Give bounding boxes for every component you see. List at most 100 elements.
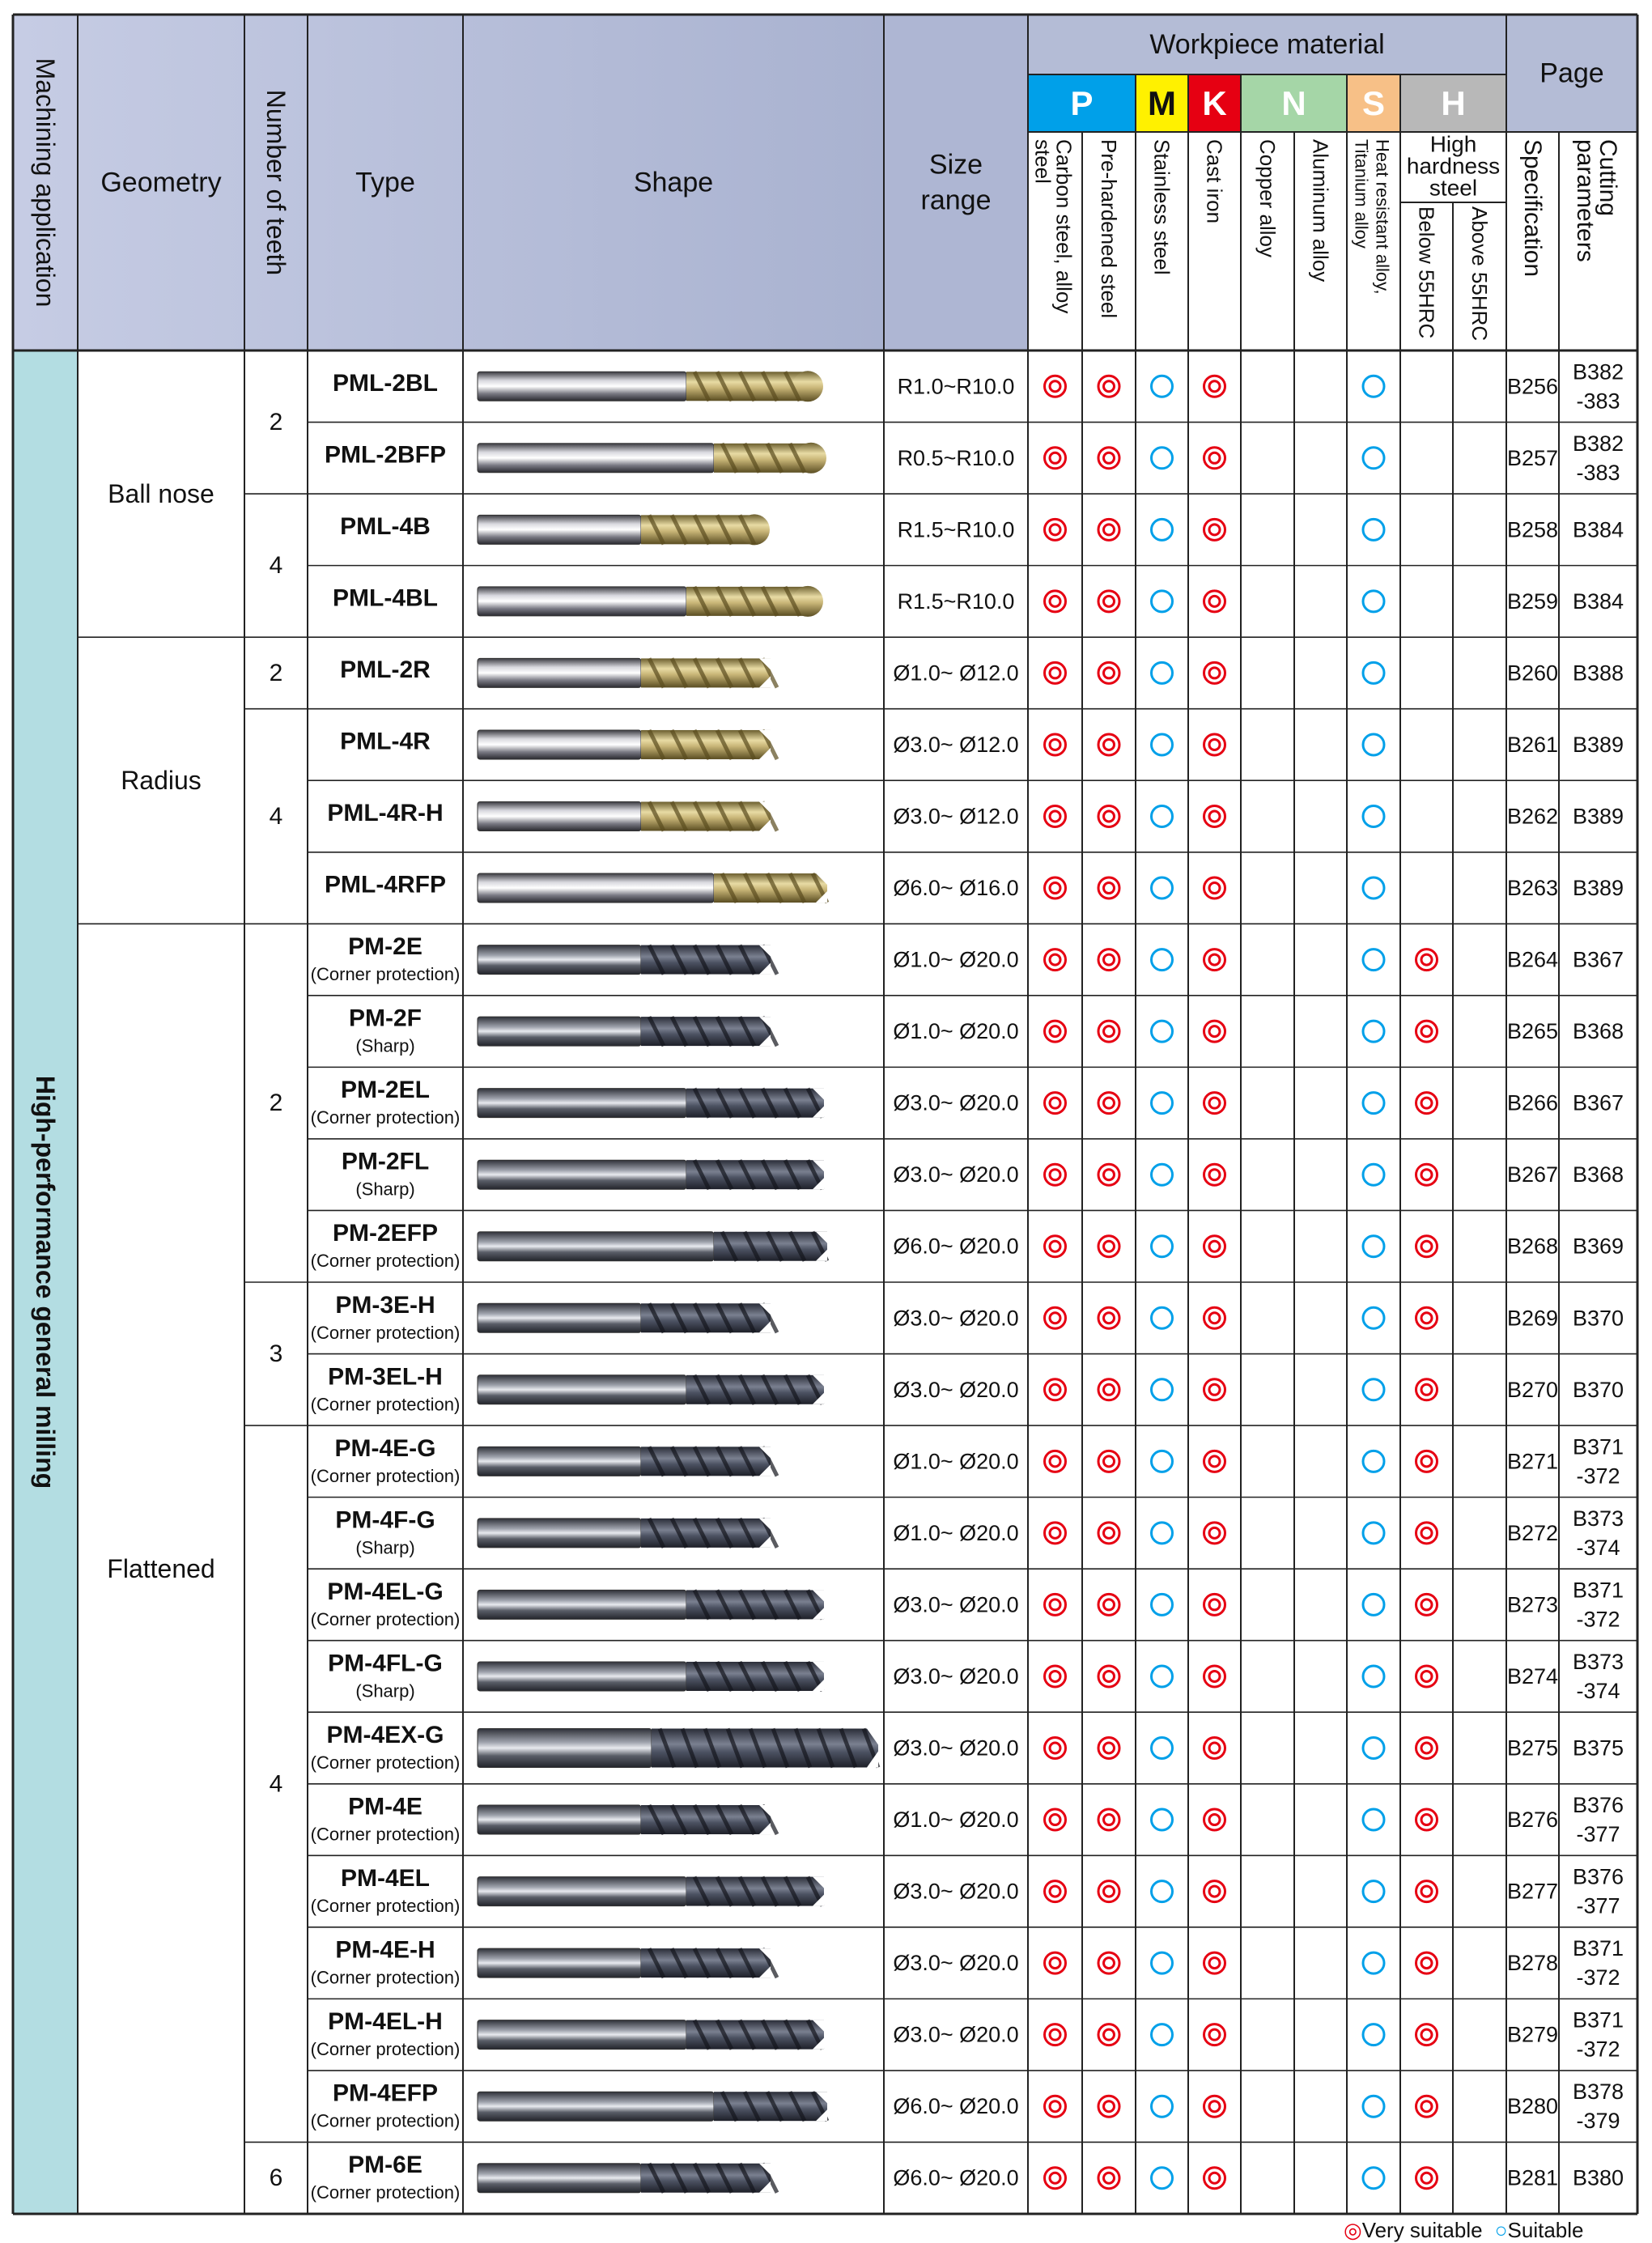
very-suitable-icon-inner	[1102, 1598, 1115, 1612]
tool-helix	[669, 2162, 689, 2194]
tool-image	[477, 1016, 779, 1047]
very-suitable-icon	[1043, 1306, 1067, 1330]
tool-helix	[783, 371, 802, 402]
tool-helix	[692, 1660, 711, 1693]
very-suitable-icon	[1415, 1521, 1438, 1545]
tool-helix	[760, 1660, 779, 1693]
tool-helix	[737, 585, 757, 618]
tool-helix	[715, 801, 734, 832]
size-range: Ø3.0~ Ø20.0	[893, 1736, 1018, 1761]
tool-type: PM-4EL-G	[327, 1578, 443, 1605]
page-cutting-parameters: -383	[1576, 461, 1620, 485]
tool-helix	[647, 2162, 666, 2194]
very-suitable-icon-inner	[1208, 1096, 1221, 1110]
iso-band-h	[1400, 74, 1506, 132]
page-cutting-parameters: B367	[1573, 948, 1624, 972]
tool-helix	[715, 2162, 734, 2194]
tool-shank	[477, 1518, 642, 1548]
suitable-icon	[1361, 1880, 1386, 1904]
page-specification: B281	[1507, 2166, 1558, 2190]
tool-helix	[742, 1230, 762, 1262]
page-specification: B260	[1507, 661, 1558, 685]
page-cutting-parameters: B375	[1573, 1736, 1624, 1761]
page-specification: B279	[1507, 2023, 1558, 2047]
size-range: Ø1.0~ Ø12.0	[893, 661, 1018, 685]
tool-type-note: (Sharp)	[355, 1036, 414, 1056]
tool-type: PM-4E-H	[335, 1937, 435, 1964]
tool-tip-notch	[813, 2037, 824, 2050]
teeth-count: 6	[270, 2164, 283, 2191]
very-suitable-icon-inner	[1208, 1239, 1221, 1253]
very-suitable-icon-inner	[1102, 594, 1115, 608]
page-specification: B270	[1507, 1378, 1558, 1402]
tool-tip-notch	[816, 1231, 827, 1243]
tool-tip-notch	[813, 1106, 824, 1118]
suitable-icon	[1150, 1808, 1174, 1832]
tool-helix	[715, 657, 734, 689]
tool-type: PM-2EFP	[333, 1220, 438, 1247]
tool-helix	[760, 1087, 779, 1119]
suitable-icon	[1361, 589, 1386, 614]
very-suitable-icon	[1415, 2094, 1438, 2118]
tool-tip-notch	[759, 1017, 771, 1029]
teeth-count: 2	[270, 1090, 283, 1116]
very-suitable-icon	[1043, 1162, 1067, 1187]
iso-band-k	[1188, 74, 1241, 132]
suitable-icon	[1150, 1449, 1174, 1473]
very-suitable-icon	[1203, 661, 1226, 685]
very-suitable-icon-inner	[1102, 953, 1115, 966]
tool-type: PM-2FL	[342, 1149, 429, 1175]
very-suitable-icon-inner	[1208, 953, 1221, 966]
tool-type-note: (Corner protection)	[311, 1107, 461, 1128]
size-range: Ø6.0~ Ø20.0	[893, 2094, 1018, 2118]
very-suitable-icon-inner	[1208, 737, 1221, 751]
very-suitable-icon	[1203, 1306, 1226, 1330]
very-suitable-icon	[1203, 1664, 1226, 1689]
page-cutting-parameters: B380	[1573, 2166, 1624, 2190]
tool-helix	[771, 1727, 790, 1769]
header-material-name: Pre-hardened steel	[1097, 139, 1121, 318]
page-cutting-parameters: B388	[1573, 661, 1624, 685]
tool-tip-notch	[759, 1805, 771, 1817]
very-suitable-icon	[1415, 1951, 1438, 1975]
tool-shank	[477, 2163, 642, 2194]
size-range: Ø3.0~ Ø20.0	[893, 1378, 1018, 1402]
tool-helix	[760, 2019, 779, 2050]
page-cutting-parameters: B373	[1573, 1650, 1624, 1674]
teeth-count: 2	[270, 409, 283, 435]
tool-helix	[669, 1016, 689, 1047]
very-suitable-icon-inner	[1208, 380, 1221, 393]
suitable-icon	[1361, 1019, 1386, 1043]
tool-helix	[720, 2091, 739, 2122]
tool-helix	[737, 1876, 757, 1907]
very-suitable-icon	[1097, 1736, 1121, 1760]
tool-type-note: (Corner protection)	[311, 1968, 461, 1988]
very-suitable-icon-inner	[1208, 1598, 1221, 1612]
page-cutting-parameters: B371	[1573, 1578, 1624, 1602]
tool-helix	[715, 1948, 734, 1979]
tool-type-note: (Corner protection)	[311, 1896, 461, 1916]
tool-type-note: (Sharp)	[355, 1537, 414, 1557]
size-range: Ø3.0~ Ø20.0	[893, 1162, 1018, 1187]
tool-helix	[715, 371, 734, 402]
very-suitable-icon	[1043, 2023, 1067, 2047]
tool-image	[477, 657, 779, 689]
tool-helix	[737, 1159, 757, 1191]
very-suitable-icon-inner	[1208, 2171, 1221, 2185]
tool-helix	[692, 944, 711, 975]
very-suitable-icon	[1097, 589, 1121, 614]
very-suitable-icon-inner	[1420, 1956, 1433, 1970]
very-suitable-icon-inner	[1208, 1168, 1221, 1182]
tool-tip-notch	[816, 2109, 827, 2122]
very-suitable-icon-inner	[1102, 1168, 1115, 1182]
tool-helix	[647, 657, 666, 689]
very-suitable-icon-inner	[1048, 1239, 1062, 1253]
tool-helix	[715, 1159, 734, 1191]
page-cutting-parameters: B389	[1573, 733, 1624, 757]
suitable-icon	[1150, 733, 1174, 757]
very-suitable-icon-inner	[1208, 2100, 1221, 2113]
tool-tip-notch	[759, 1518, 771, 1530]
tool-image	[477, 1803, 779, 1836]
tool-type-note: (Corner protection)	[311, 1609, 461, 1629]
